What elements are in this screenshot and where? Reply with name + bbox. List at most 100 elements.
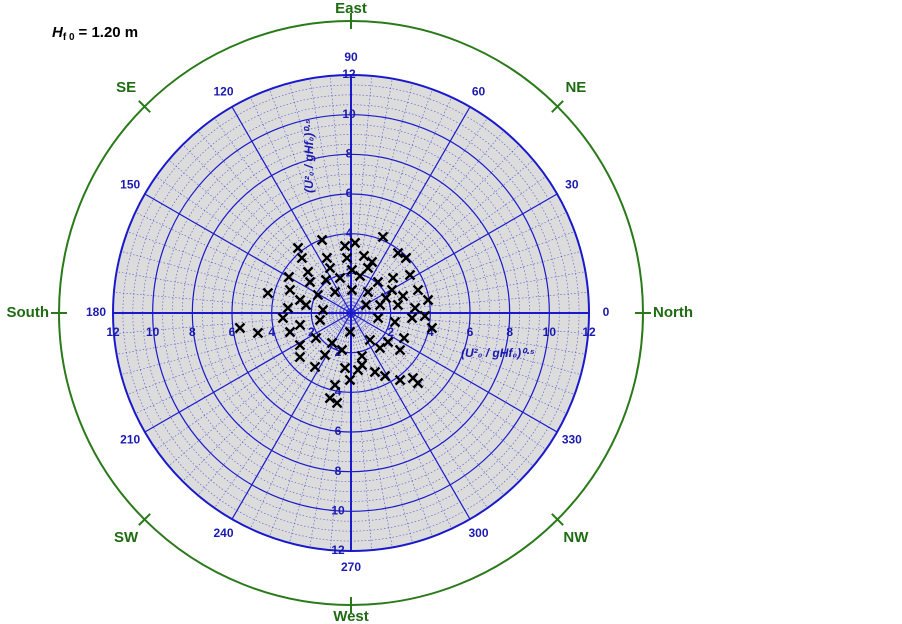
spoke-grid: [144, 312, 352, 433]
r-axis-title: (U²₀ / gHf₀)⁰·⁵: [302, 119, 316, 193]
spoke-grid: [231, 106, 352, 314]
spoke-grid: [350, 312, 471, 520]
data-point: [309, 361, 321, 373]
angle-label: 330: [562, 433, 582, 447]
r-tick-label: 6: [335, 424, 342, 438]
data-point: [362, 262, 374, 274]
angle-label: 90: [344, 50, 358, 64]
data-point: [372, 312, 384, 324]
data-point: [379, 370, 391, 382]
compass-tick: [551, 513, 564, 526]
r-tick-label: 10: [146, 325, 160, 339]
spoke-grid: [350, 106, 471, 314]
data-point: [341, 252, 353, 264]
data-point: [394, 344, 406, 356]
data-point: [382, 336, 394, 348]
data-point: [374, 299, 386, 311]
r-tick-label: 2: [308, 325, 315, 339]
data-point: [302, 266, 314, 278]
data-point: [320, 274, 332, 286]
spoke-grid: [350, 312, 558, 433]
compass-tick: [138, 513, 151, 526]
r-tick-label: 6: [346, 186, 353, 200]
data-point: [304, 276, 316, 288]
r-tick-label: 10: [543, 325, 557, 339]
data-point: [331, 397, 343, 409]
data-point: [234, 322, 246, 334]
compass-label: NE: [565, 79, 586, 96]
data-point: [397, 290, 409, 302]
data-point: [282, 302, 294, 314]
data-point: [339, 362, 351, 374]
compass-label: East: [335, 0, 367, 17]
data-point: [294, 351, 306, 363]
data-point: [284, 284, 296, 296]
data-point: [374, 342, 386, 354]
data-point: [310, 332, 322, 344]
r-tick-label: 6: [229, 325, 236, 339]
title-symbol: H: [52, 24, 64, 41]
data-point: [324, 392, 336, 404]
angle-label: 180: [86, 305, 106, 319]
data-point: [362, 286, 374, 298]
r-tick-label: 4: [427, 325, 434, 339]
data-point: [339, 240, 351, 252]
angle-label: 0: [603, 305, 610, 319]
angle-label: 120: [213, 84, 233, 98]
r-tick-label: 2: [335, 345, 342, 359]
data-point: [294, 339, 306, 351]
data-point: [326, 337, 338, 349]
data-point: [386, 284, 398, 296]
compass-label: South: [7, 304, 50, 321]
data-point: [344, 326, 356, 338]
compass-label: West: [333, 608, 369, 624]
r-tick-label: 4: [268, 325, 275, 339]
compass-label: North: [653, 304, 693, 321]
data-point: [400, 252, 412, 264]
data-point: [419, 310, 431, 322]
r-tick-label: 2: [387, 325, 394, 339]
data-point: [344, 374, 356, 386]
data-point: [398, 332, 410, 344]
data-point: [369, 366, 381, 378]
data-point: [336, 344, 348, 356]
chart-title: Hf 0 = 1.20 m: [52, 24, 138, 43]
compass-tick: [551, 100, 564, 113]
data-point: [349, 237, 361, 249]
compass-tick: [138, 100, 151, 113]
r-tick-label: 12: [331, 543, 345, 557]
data-point: [412, 284, 424, 296]
r-tick-label: 8: [189, 325, 196, 339]
data-point: [292, 242, 304, 254]
r-tick-label: 8: [506, 325, 513, 339]
r-tick-label: 10: [342, 107, 356, 121]
data-point: [317, 304, 329, 316]
data-point: [334, 272, 346, 284]
data-point: [283, 271, 295, 283]
angle-label: 300: [468, 526, 488, 540]
data-point: [354, 270, 366, 282]
data-point: [324, 262, 336, 274]
r-tick-label: 10: [331, 504, 345, 518]
data-point: [389, 316, 401, 328]
data-point: [329, 379, 341, 391]
data-point: [312, 289, 324, 301]
data-point: [372, 276, 384, 288]
compass-label: SE: [116, 79, 136, 96]
data-point: [358, 250, 370, 262]
data-point: [387, 272, 399, 284]
data-point: [252, 327, 264, 339]
r-tick-label: 12: [582, 325, 596, 339]
data-point: [364, 334, 376, 346]
data-point: [412, 377, 424, 389]
angle-label: 30: [565, 178, 579, 192]
compass-label: NW: [563, 529, 589, 546]
data-point: [404, 269, 416, 281]
data-point: [409, 302, 421, 314]
data-point: [394, 374, 406, 386]
data-point: [316, 234, 328, 246]
angle-label: 210: [120, 433, 140, 447]
compass-label: SW: [114, 529, 139, 546]
title-subscript: f 0: [63, 32, 75, 43]
data-point: [392, 299, 404, 311]
